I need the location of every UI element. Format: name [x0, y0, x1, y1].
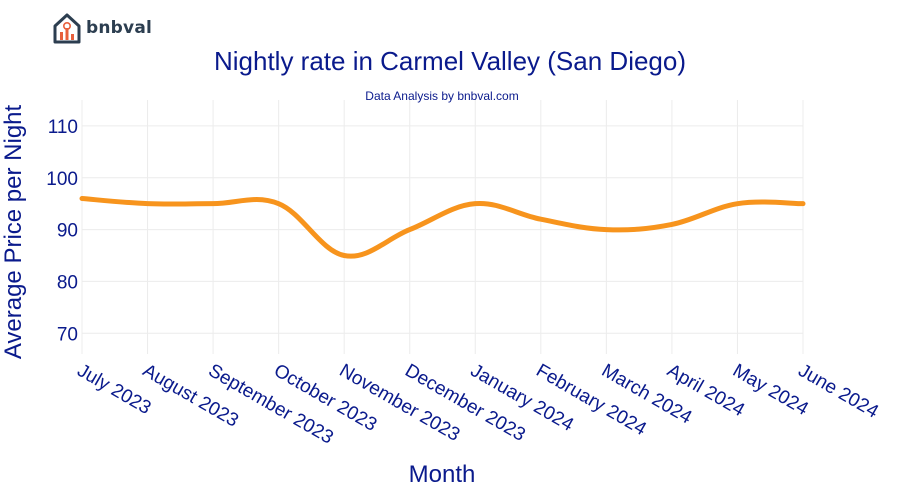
x-gridlines	[81, 100, 804, 354]
chart-title: Nightly rate in Carmel Valley (San Diego…	[214, 46, 686, 76]
series-line	[79, 195, 806, 259]
y-tick-label: 100	[46, 169, 78, 190]
y-tick-label: 70	[57, 324, 78, 345]
brand-logo: bnbval	[52, 12, 152, 44]
y-tick-label: 110	[48, 117, 78, 138]
x-tick-label: February 2024	[532, 360, 650, 440]
x-tick-label: June 2024	[795, 360, 883, 423]
y-gridlines	[82, 125, 803, 334]
y-tick-label: 90	[57, 221, 78, 242]
y-axis-label: Average Price per Night	[0, 104, 27, 359]
y-tick-label: 80	[57, 272, 78, 293]
y-tick-labels: 70 80 90 100 110	[46, 117, 78, 345]
x-tick-label: July 2023	[74, 360, 155, 419]
brand-name: bnbval	[86, 18, 153, 38]
x-axis-label: Month	[409, 461, 476, 488]
chart-subtitle: Data Analysis by bnbval.com	[365, 89, 518, 103]
house-chart-icon	[53, 13, 81, 44]
